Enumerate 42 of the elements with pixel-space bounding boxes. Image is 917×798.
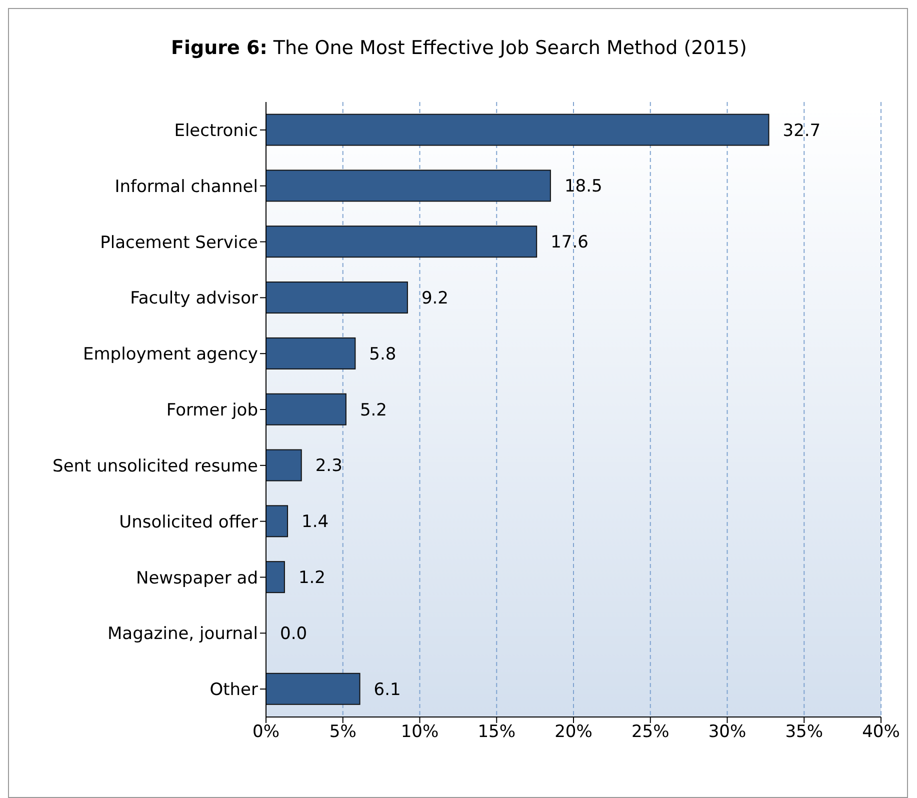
bar [266, 170, 551, 202]
chart-title: Figure 6: The One Most Effective Job Search Method (2015) [170, 37, 748, 59]
x-tick-label: 40% [862, 722, 900, 742]
data-label: 6.1 [374, 680, 401, 700]
data-label: 18.5 [564, 176, 602, 197]
y-tick-label: Sent unsolicited resume [52, 456, 258, 476]
x-tick-label: 35% [785, 722, 824, 742]
x-tick-label: 30% [708, 722, 746, 742]
y-tick-label: Other [210, 680, 258, 700]
y-tick-label: Employment agency [83, 344, 258, 365]
x-tick-label: 5% [329, 722, 356, 742]
bar [266, 114, 770, 146]
bar [266, 393, 346, 426]
data-label: 9.2 [421, 288, 448, 308]
y-tick-label: Placement Service [100, 232, 258, 253]
x-tick-label: 0% [252, 722, 280, 742]
data-label: 0.0 [280, 624, 308, 644]
bar [266, 505, 288, 538]
data-label: 1.2 [298, 568, 326, 588]
data-label: 17.6 [550, 232, 588, 253]
bar [266, 337, 356, 370]
bar [266, 561, 285, 594]
data-label: 5.8 [369, 344, 396, 364]
data-label: 5.2 [360, 400, 387, 420]
x-tick-label: 15% [478, 722, 516, 742]
bar [266, 282, 408, 314]
data-label: 32.7 [782, 120, 821, 141]
bar [266, 672, 360, 705]
y-tick-label: Unsolicited offer [119, 512, 258, 532]
bar [266, 226, 538, 258]
x-tick-label: 10% [400, 722, 439, 742]
data-label: 1.4 [302, 512, 329, 532]
x-tick-label: 20% [554, 722, 592, 742]
y-tick-label: Magazine, journal [108, 624, 258, 644]
y-tick-label: Informal channel [114, 176, 258, 197]
y-tick-label: Former job [166, 400, 258, 421]
y-tick-label: Electronic [174, 120, 258, 141]
x-tick-label: 25% [631, 722, 670, 742]
y-tick-label: Faculty advisor [130, 288, 258, 309]
bar [266, 449, 302, 482]
y-tick-label: Newspaper ad [136, 568, 258, 588]
data-label: 2.3 [315, 456, 342, 476]
